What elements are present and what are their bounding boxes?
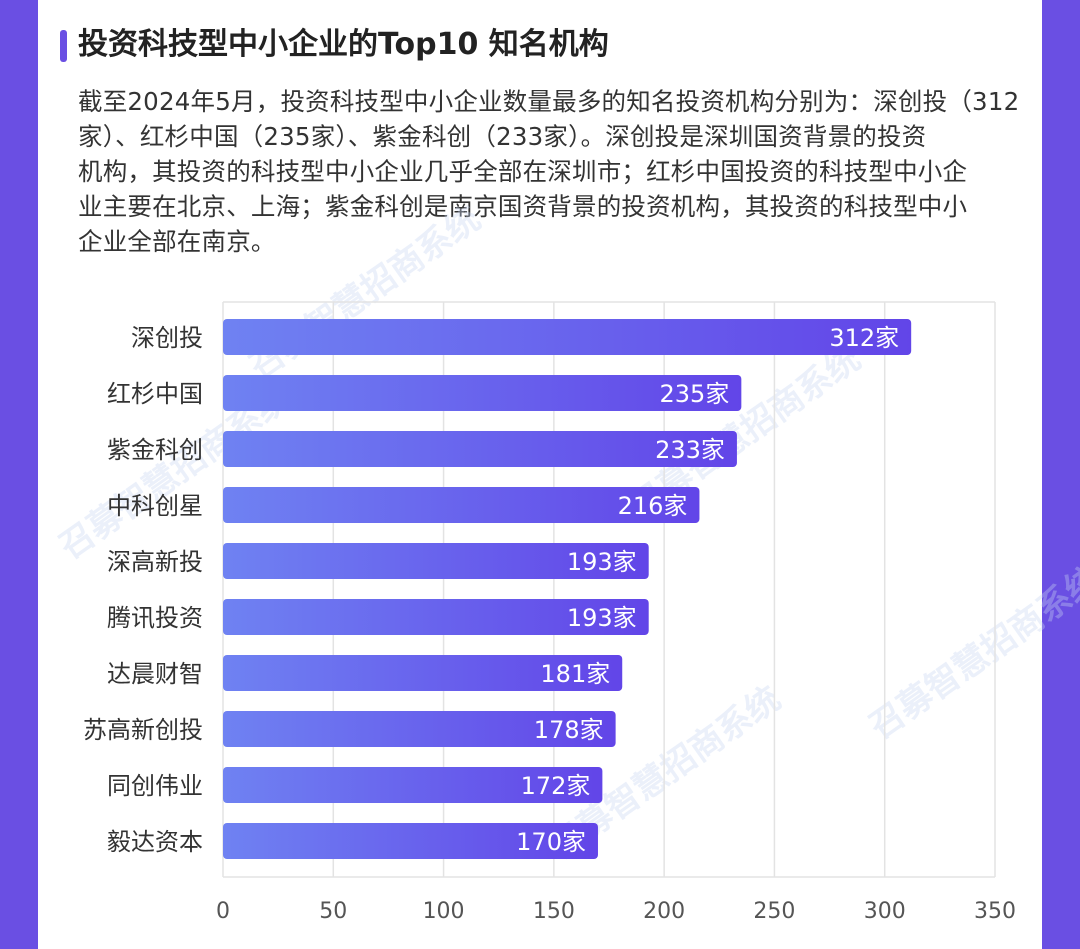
value-label: 235家 [660,380,730,408]
value-label: 193家 [567,548,637,576]
category-label: 红杉中国 [107,380,203,408]
value-label: 178家 [534,716,604,744]
description-line: 截至2024年5月，投资科技型中小企业数量最多的知名投资机构分别为：深创投（31… [78,87,1020,116]
description-line: 企业全部在南京。 [78,227,276,256]
chart-bar [223,711,616,747]
chart-bar [223,487,700,523]
chart-bar [223,543,649,579]
chart-bars [223,319,912,859]
title-accent-bar [60,30,67,62]
value-label: 170家 [516,828,586,856]
chart-bar [223,823,598,859]
value-label: 172家 [521,772,591,800]
watermark-text: 召募智慧招商系统 [862,559,1080,748]
category-label: 达晨财智 [107,660,203,688]
description-line: 机构，其投资的科技型中小企业几乎全部在深圳市；红杉中国投资的科技型中小企 [78,157,968,186]
category-label: 毅达资本 [107,828,203,856]
x-tick-label: 250 [753,899,795,924]
category-label: 深创投 [131,324,203,352]
x-tick-label: 300 [864,899,906,924]
value-label: 181家 [540,660,610,688]
watermark-text: 召募智慧招商系统 [242,199,488,388]
category-label: 深高新投 [107,548,203,576]
page-title: 投资科技型中小企业的Top10 知名机构 [78,27,609,62]
description-line: 业主要在北京、上海；紫金科创是南京国资背景的投资机构，其投资的科技型中小 [78,192,968,221]
category-label: 同创伟业 [107,772,203,800]
chart-bar [223,767,603,803]
category-label: 紫金科创 [107,436,203,464]
x-tick-label: 0 [216,899,230,924]
value-labels: 312家 235家 233家 216家 193家 193家 181家 178家 172家 170家 [516,324,899,856]
category-label: 苏高新创投 [83,716,203,744]
x-tick-label: 350 [974,899,1016,924]
x-tick-label: 50 [319,899,347,924]
x-axis-ticks: 0 50 100 150 200 250 300 350 [216,899,1016,924]
category-label: 中科创星 [107,492,203,520]
x-tick-label: 150 [533,899,575,924]
value-label: 216家 [618,492,688,520]
x-tick-label: 200 [643,899,685,924]
chart-bar [223,319,912,355]
value-label: 233家 [655,436,725,464]
chart-bar [223,431,737,467]
value-label: 193家 [567,604,637,632]
chart-bar [223,599,649,635]
description-line: 家）、红杉中国（235家）、紫金科创（233家）。深创投是深圳国资背景的投资 [78,122,927,151]
description-paragraph: 截至2024年5月，投资科技型中小企业数量最多的知名投资机构分别为：深创投（31… [78,84,1020,259]
chart-bar [223,375,742,411]
chart-bar [223,655,623,691]
value-label: 312家 [829,324,899,352]
x-tick-label: 100 [423,899,465,924]
category-label: 腾讯投资 [107,604,203,632]
